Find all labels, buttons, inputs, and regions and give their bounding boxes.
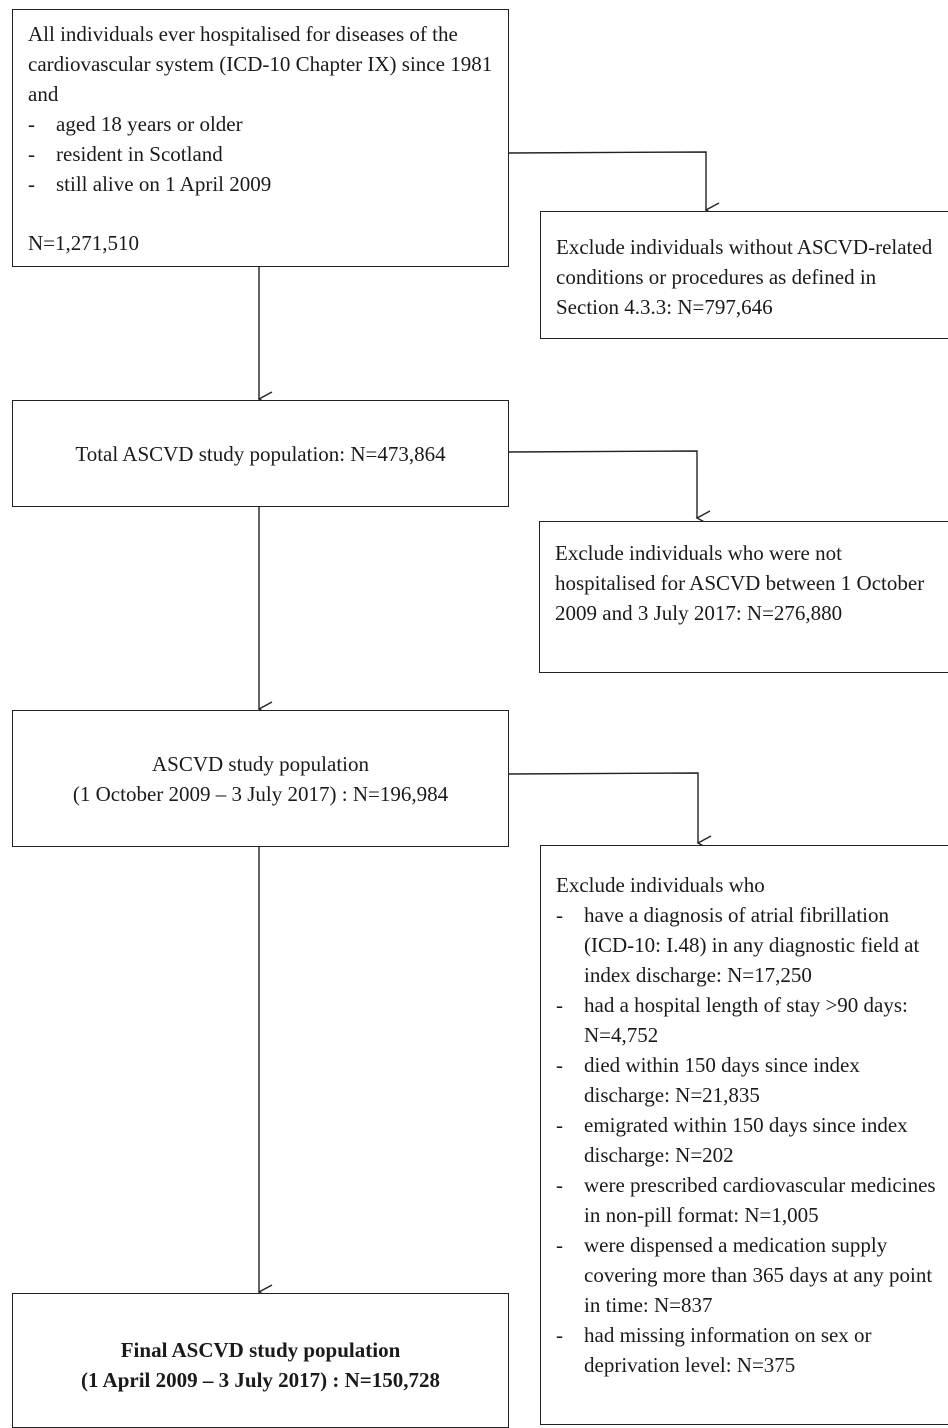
exclusion-item: - had a hospital length of stay >90 days:… (556, 993, 908, 1047)
exclude3-intro: Exclude individuals who (556, 873, 765, 897)
exclusion-item: - had missing information on sex or depri… (556, 1323, 872, 1377)
exclusion-item: - were dispensed a medication supply cove… (556, 1233, 933, 1317)
box-exclude-not-hospitalised: Exclude individuals who were not hospita… (539, 521, 948, 673)
exclusion-item: - died within 150 days since index discha… (556, 1053, 860, 1107)
box-total-ascvd-population: Total ASCVD study population: N=473,864 (12, 400, 509, 507)
criteria-item: - still alive on 1 April 2009 (28, 172, 272, 196)
arrow-box1-to-exclude1 (507, 151, 720, 218)
exclusion-item: - were prescribed cardiovascular medicine… (556, 1173, 936, 1227)
box4-line2: (1 April 2009 – 3 July 2017) : N=150,728 (80, 1368, 441, 1392)
criteria-item: - resident in Scotland (28, 142, 223, 166)
criteria-item: - aged 18 years or older (28, 112, 243, 136)
exclusion-item: - emigrated within 150 days since index d… (556, 1113, 908, 1167)
box1-count: N=1,271,510 (28, 231, 140, 255)
arrow-box3-to-exclude3 (507, 772, 712, 851)
arrow-box2-to-exclude2 (507, 450, 711, 526)
box-exclude-criteria: Exclude individuals who - have a diagnosi… (540, 845, 948, 1425)
box3-line2: (1 October 2009 – 3 July 2017) : N=196,9… (72, 782, 449, 806)
box-final-ascvd-population: Final ASCVD study population (1 April 20… (12, 1293, 509, 1428)
box3-line1: ASCVD study population (151, 752, 369, 776)
box1-intro: All individuals ever hospitalised for di… (28, 22, 493, 106)
exclude2-text: Exclude individuals who were not hospita… (555, 541, 925, 625)
box-all-individuals: All individuals ever hospitalised for di… (12, 9, 509, 267)
box-exclude-no-ascvd: Exclude individuals without ASCVD-relate… (540, 211, 948, 339)
exclusion-item: - have a diagnosis of atrial fibrillation… (556, 903, 920, 987)
box4-line1: Final ASCVD study population (120, 1338, 401, 1362)
exclude1-text: Exclude individuals without ASCVD-relate… (556, 235, 933, 319)
box-ascvd-study-population: ASCVD study population (1 October 2009 –… (12, 710, 509, 847)
box2-text: Total ASCVD study population: N=473,864 (75, 442, 446, 466)
box1-criteria-list: - aged 18 years or older - resident in Sco… (28, 109, 494, 199)
exclude3-list: - have a diagnosis of atrial fibrillation… (556, 900, 943, 1380)
